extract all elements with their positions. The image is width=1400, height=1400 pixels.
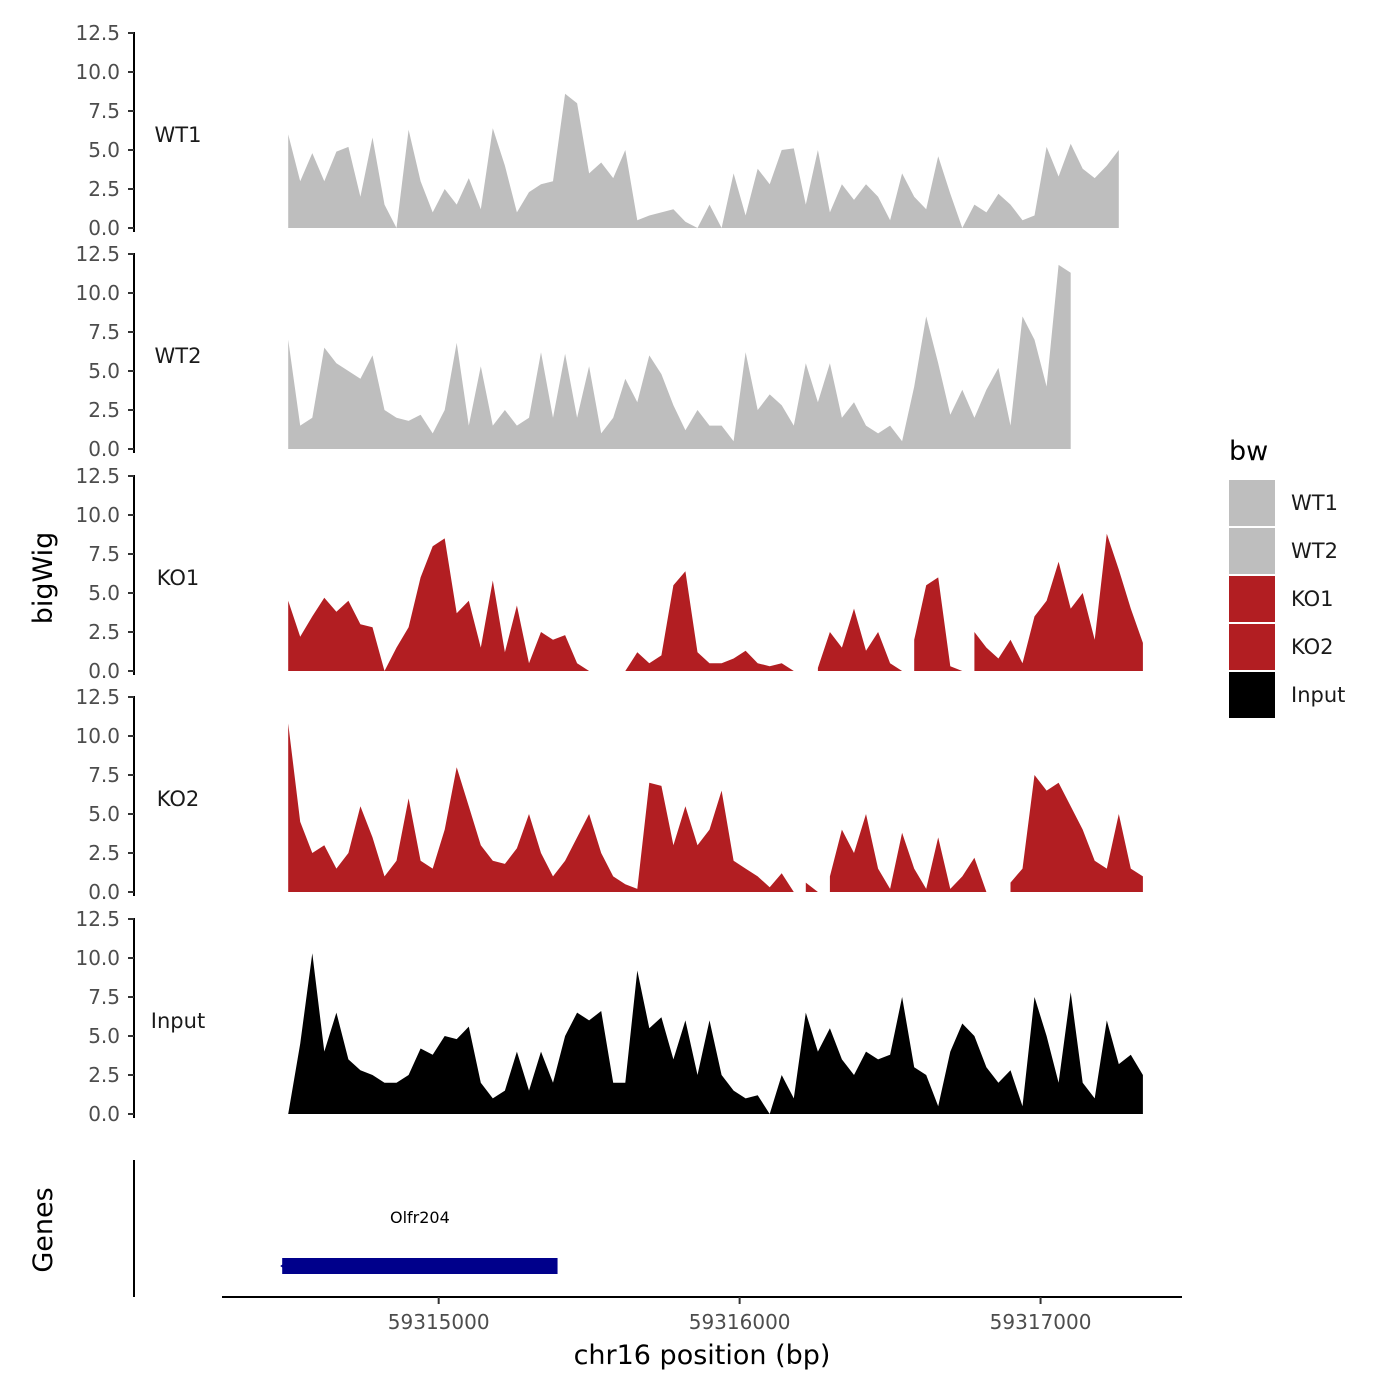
y-tick-label: 0.0 [88, 216, 120, 240]
y-tick-label: 0.0 [88, 659, 120, 683]
legend-swatch-wt1 [1229, 480, 1275, 526]
coverage-area-wt1 [288, 93, 1119, 228]
x-tick-label: 59316000 [689, 1310, 791, 1334]
track-label: KO2 [157, 787, 200, 811]
gene-body [282, 1258, 558, 1274]
y-tick-label: 2.5 [88, 1063, 120, 1087]
x-axis: 59315000 59316000 59317000 [222, 1296, 1182, 1334]
y-tick-label: 5.0 [88, 581, 120, 605]
y-tick-label: 10.0 [75, 281, 120, 305]
y-tick-label: 0.0 [88, 437, 120, 461]
x-tick-label: 59317000 [990, 1310, 1092, 1334]
y-tick-label: 7.5 [88, 320, 120, 344]
y-tick-label: 2.5 [88, 620, 120, 644]
track-ko2: 0.0 2.5 5.0 7.5 10.0 12.5 KO2 [75, 685, 1143, 904]
legend-title: bw [1229, 436, 1268, 467]
y-tick-label: 5.0 [88, 138, 120, 162]
y-axis-title: bigWig [28, 532, 59, 625]
legend-label-input: Input [1291, 683, 1345, 707]
y-tick-label: 12.5 [75, 907, 120, 931]
track-label: Input [151, 1009, 205, 1033]
track-label: KO1 [157, 566, 200, 590]
coverage-area-wt2 [288, 264, 1071, 449]
x-tick-label: 59315000 [388, 1310, 490, 1334]
y-tick-label: 10.0 [75, 946, 120, 970]
track-wt2: 0.0 2.5 5.0 7.5 10.0 12.5 WT2 [75, 242, 1071, 461]
genes-track: Olfr204 [133, 1160, 558, 1297]
y-tick-label: 0.0 [88, 1102, 120, 1126]
legend-label-wt1: WT1 [1291, 491, 1338, 515]
legend-label-wt2: WT2 [1291, 539, 1338, 563]
coverage-area-ko2 [288, 723, 1143, 892]
coverage-area-input [288, 953, 1143, 1114]
legend: WT1 WT2 KO1 KO2 Input [1229, 480, 1345, 718]
legend-swatch-ko1 [1229, 576, 1275, 622]
legend-swatch-wt2 [1229, 528, 1275, 574]
y-tick-label: 12.5 [75, 464, 120, 488]
y-tick-label: 12.5 [75, 21, 120, 45]
gene-strand-arrow [280, 1262, 287, 1270]
y-tick-label: 10.0 [75, 724, 120, 748]
track-label: WT2 [155, 344, 202, 368]
legend-label-ko2: KO2 [1291, 635, 1334, 659]
y-tick-label: 7.5 [88, 99, 120, 123]
legend-swatch-input [1229, 672, 1275, 718]
y-tick-label: 10.0 [75, 60, 120, 84]
legend-swatch-ko2 [1229, 624, 1275, 670]
y-tick-label: 7.5 [88, 985, 120, 1009]
coverage-tracks: 0.0 2.5 5.0 7.5 10.0 12.5 WT1 0.0 2.5 5.0 7.5 10.0 1… [75, 21, 1143, 1126]
y-tick-label: 7.5 [88, 763, 120, 787]
y-tick-label: 0.0 [88, 880, 120, 904]
track-label: WT1 [155, 123, 202, 147]
x-axis-title: chr16 position (bp) [574, 1340, 831, 1371]
legend-label-ko1: KO1 [1291, 587, 1334, 611]
track-input: 0.0 2.5 5.0 7.5 10.0 12.5 Input [75, 907, 1143, 1126]
gene-label: Olfr204 [390, 1208, 450, 1227]
track-ko1: 0.0 2.5 5.0 7.5 10.0 12.5 KO1 [75, 464, 1143, 683]
y-tick-label: 2.5 [88, 398, 120, 422]
y-tick-label: 5.0 [88, 1024, 120, 1048]
y-tick-label: 12.5 [75, 242, 120, 266]
y-tick-label: 7.5 [88, 542, 120, 566]
y-tick-label: 2.5 [88, 177, 120, 201]
y-tick-label: 5.0 [88, 359, 120, 383]
track-wt1: 0.0 2.5 5.0 7.5 10.0 12.5 WT1 [75, 21, 1119, 240]
y-tick-label: 5.0 [88, 802, 120, 826]
genes-axis-title: Genes [28, 1187, 59, 1272]
y-tick-label: 10.0 [75, 503, 120, 527]
y-tick-label: 2.5 [88, 841, 120, 865]
y-tick-label: 12.5 [75, 685, 120, 709]
coverage-area-ko1 [288, 533, 1143, 671]
